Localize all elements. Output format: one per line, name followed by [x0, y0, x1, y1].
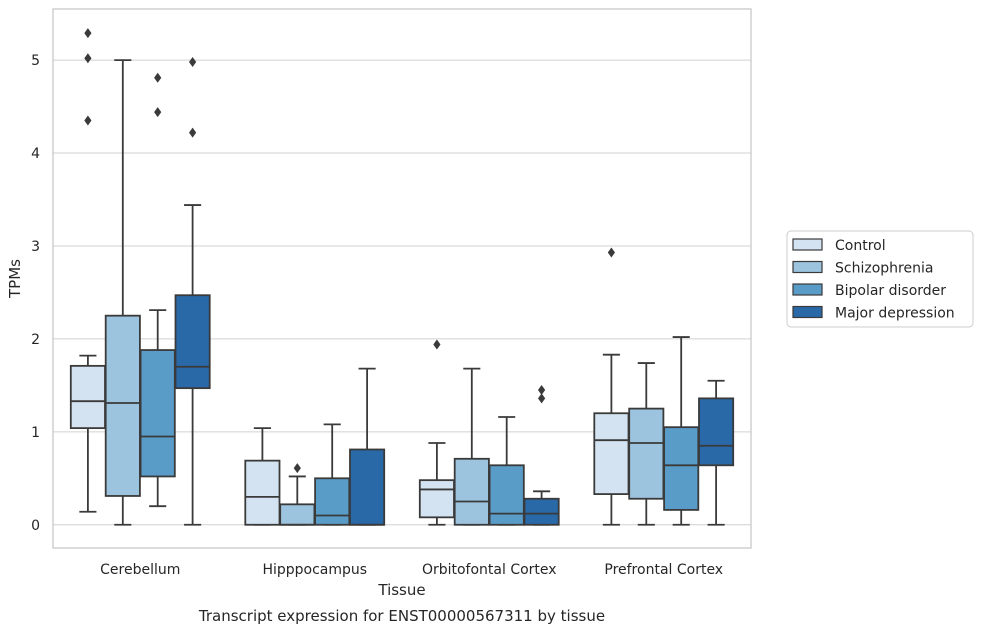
box-iqr: [488, 464, 525, 526]
x-tick-labels: Cerebellum Hipppocampus Orbitofontal Corte…: [100, 562, 723, 578]
outlier-point: [293, 463, 301, 474]
legend: Control Schizophrenia Bipolar disorder Majo…: [786, 230, 974, 328]
box-control: [593, 247, 630, 526]
outlier-point: [189, 127, 197, 138]
box-iqr: [418, 479, 455, 519]
y-tick-label: 4: [31, 146, 40, 162]
legend-swatch: [792, 260, 823, 274]
outlier-point: [538, 393, 546, 404]
box-major-depression: [523, 385, 560, 526]
box-major-depression: [174, 56, 211, 526]
x-tick-label: Orbitofontal Cortex: [422, 562, 557, 578]
box-iqr: [663, 426, 700, 511]
box-bipolar-disorder: [488, 416, 525, 526]
legend-swatch: [792, 238, 823, 251]
box-iqr: [314, 477, 351, 526]
outlier-point: [154, 107, 162, 118]
plot-boxes: [69, 28, 735, 526]
y-tick-labels: 0 1 2 3 4 5: [31, 53, 40, 534]
box-iqr: [593, 412, 630, 495]
box-iqr: [628, 407, 665, 500]
outlier-point: [84, 28, 92, 39]
box-schizophrenia: [628, 362, 665, 526]
y-axis-title: TPMs: [6, 259, 24, 299]
y-tick-label: 5: [31, 53, 40, 69]
y-tick-label: 0: [31, 518, 40, 534]
outlier-point: [433, 339, 441, 350]
box-iqr: [174, 294, 211, 390]
x-tick-label: Prefrontal Cortex: [604, 562, 723, 578]
legend-frame: [786, 230, 974, 328]
box-iqr: [139, 349, 176, 478]
box-iqr: [349, 448, 386, 526]
box-schizophrenia: [279, 463, 316, 526]
box-major-depression: [698, 379, 735, 526]
outlier-point: [154, 72, 162, 83]
legend-label: Major depression: [835, 306, 955, 322]
box-major-depression: [349, 367, 386, 526]
x-tick-label: Cerebellum: [100, 562, 180, 578]
box-bipolar-disorder: [139, 72, 176, 508]
box-bipolar-disorder: [314, 423, 351, 526]
box-iqr: [453, 457, 490, 526]
y-tick-label: 2: [31, 332, 40, 348]
box-iqr: [279, 503, 316, 526]
outlier-point: [189, 56, 197, 67]
legend-swatch: [792, 305, 823, 319]
box-iqr: [244, 459, 281, 526]
box-bipolar-disorder: [663, 336, 700, 526]
legend-label: Schizophrenia: [835, 261, 933, 277]
legend-label: Bipolar disorder: [835, 283, 946, 299]
plot-frame: [52, 8, 752, 549]
box-schizophrenia: [453, 367, 490, 526]
box-iqr: [523, 497, 560, 526]
box-control: [244, 427, 281, 526]
box-iqr: [69, 364, 106, 430]
legend-label: Control: [835, 238, 886, 254]
outlier-point: [538, 385, 546, 396]
x-tick-label: Hipppocampus: [262, 562, 367, 578]
box-control: [418, 339, 455, 526]
outlier-point: [84, 115, 92, 126]
box-iqr: [698, 397, 735, 467]
outlier-point: [607, 247, 615, 258]
y-tick-label: 1: [31, 425, 40, 441]
outlier-point: [84, 53, 92, 64]
y-tick-label: 3: [31, 239, 40, 255]
box-schizophrenia: [104, 59, 141, 526]
x-axis-title: Tissue: [377, 581, 425, 599]
chart-caption: Transcript expression for ENST0000056731…: [198, 607, 605, 625]
legend-swatch: [792, 283, 823, 296]
box-control: [69, 28, 106, 513]
box-iqr: [104, 314, 141, 497]
